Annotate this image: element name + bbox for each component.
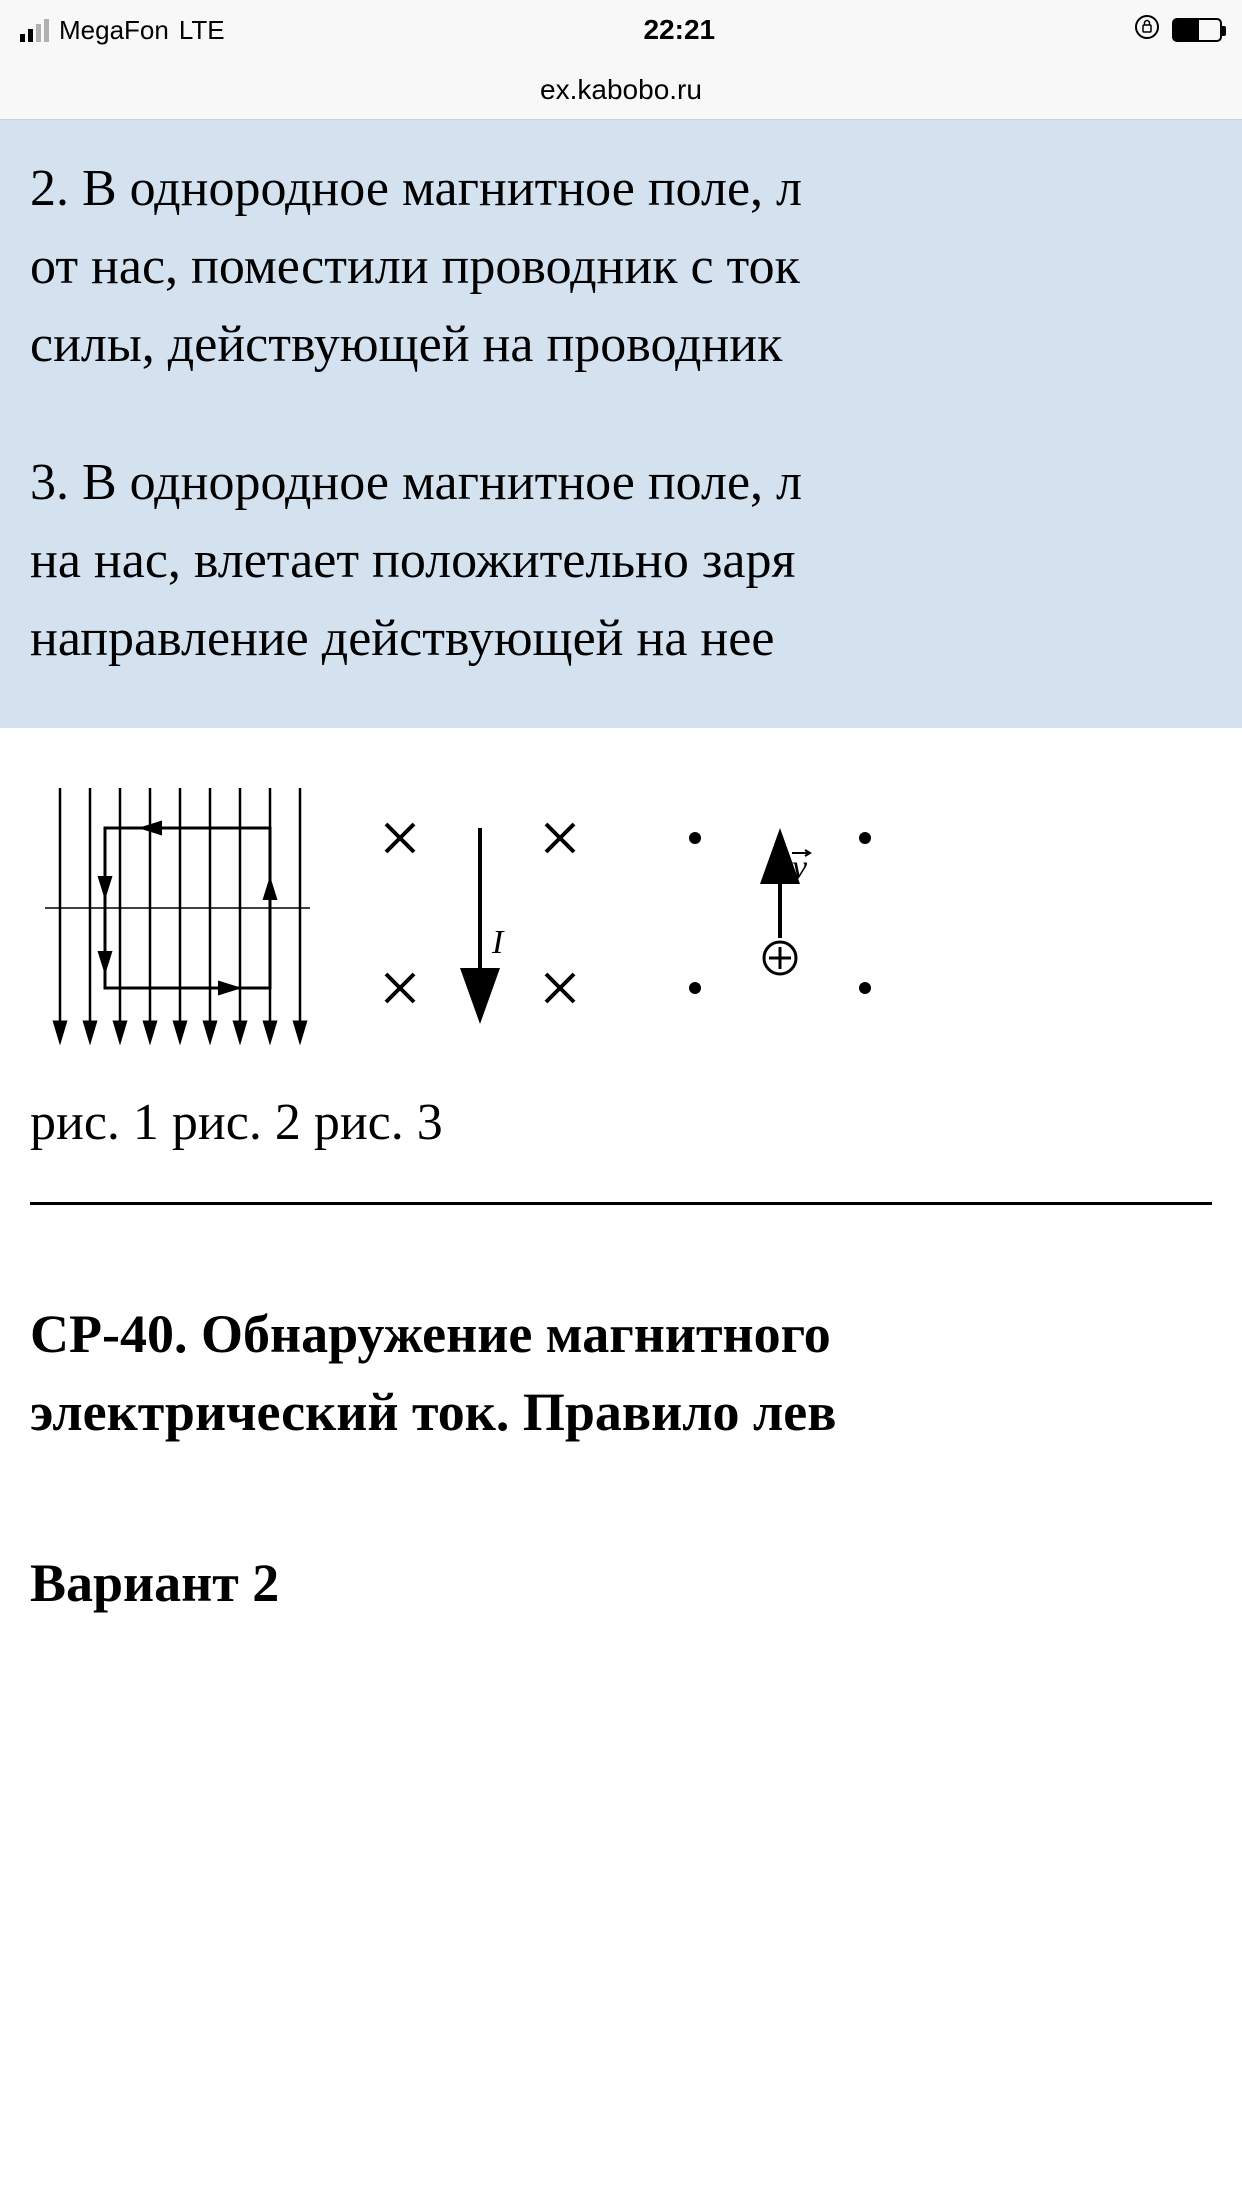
- variant-label: Вариант 2: [0, 1462, 1242, 1644]
- network-label: LTE: [179, 15, 225, 46]
- figures-caption: рис. 1 рис. 2 рис. 3: [0, 1073, 1242, 1192]
- problem-3: 3. В однородное магнитное поле, л на нас…: [30, 444, 1212, 678]
- diagrams-container: I v: [0, 728, 1242, 1073]
- status-right: [1134, 14, 1222, 47]
- battery-icon: [1172, 18, 1222, 42]
- signal-icon: [20, 18, 49, 42]
- figure-3: v: [650, 778, 910, 1043]
- section-heading: СР-40. Обнаружение магнитного электричес…: [0, 1265, 1242, 1462]
- svg-text:I: I: [491, 924, 505, 961]
- problem-2: 2. В однородное магнитное поле, л от нас…: [30, 150, 1212, 384]
- url-bar[interactable]: ex.kabobo.ru: [0, 60, 1242, 120]
- carrier-label: MegaFon: [59, 15, 169, 46]
- figure-2: I: [350, 778, 610, 1043]
- page-content[interactable]: 2. В однородное магнитное поле, л от нас…: [0, 120, 1242, 1644]
- status-left: MegaFon LTE: [20, 15, 225, 46]
- rotation-lock-icon: [1134, 14, 1160, 47]
- clock: 22:21: [643, 14, 715, 46]
- divider: [30, 1202, 1212, 1205]
- highlighted-text-block: 2. В однородное магнитное поле, л от нас…: [0, 120, 1242, 728]
- status-bar: MegaFon LTE 22:21: [0, 0, 1242, 60]
- url-text: ex.kabobo.ru: [540, 74, 702, 106]
- figure-1: [30, 768, 310, 1053]
